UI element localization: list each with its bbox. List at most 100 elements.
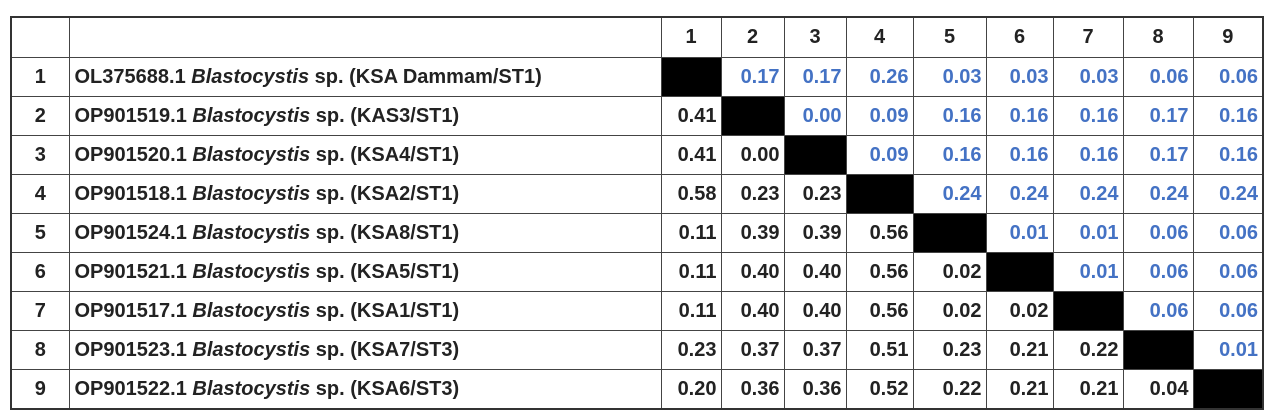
lower-value: 0.21 bbox=[1052, 369, 1124, 410]
sequence-name: OP901521.1 Blastocystis sp. (KSA5/ST1) bbox=[68, 252, 662, 292]
upper-value: 0.16 bbox=[1192, 135, 1264, 175]
lower-value: 0.22 bbox=[912, 369, 987, 410]
diagonal-cell bbox=[660, 57, 722, 97]
table-row: 4 OP901518.1 Blastocystis sp. (KSA2/ST1) 0… bbox=[10, 174, 1264, 214]
row-index: 2 bbox=[10, 96, 70, 136]
upper-value: 0.17 bbox=[720, 57, 785, 97]
row-index: 3 bbox=[10, 135, 70, 175]
row-index: 5 bbox=[10, 213, 70, 253]
column-header: 1 bbox=[660, 16, 722, 58]
lower-value: 0.36 bbox=[720, 369, 785, 410]
lower-value: 0.41 bbox=[660, 96, 722, 136]
lower-value: 0.23 bbox=[720, 174, 785, 214]
upper-value: 0.00 bbox=[783, 96, 847, 136]
accession: OP901524.1 bbox=[74, 221, 187, 244]
name-header-cell bbox=[68, 16, 662, 58]
upper-value: 0.16 bbox=[985, 135, 1054, 175]
column-header: 2 bbox=[720, 16, 785, 58]
lower-value: 0.58 bbox=[660, 174, 722, 214]
row-index: 7 bbox=[10, 291, 70, 331]
distance-table: 1 2 3 4 5 6 7 8 9 1 OL375688.1 Blastocystis sp. (K… bbox=[10, 16, 1264, 410]
upper-value: 0.01 bbox=[1052, 252, 1124, 292]
upper-value: 0.01 bbox=[1052, 213, 1124, 253]
lower-value: 0.37 bbox=[720, 330, 785, 370]
table-wrapper: 1 2 3 4 5 6 7 8 9 1 OL375688.1 Blastocystis sp. (K… bbox=[10, 16, 1264, 410]
row-index: 9 bbox=[10, 369, 70, 410]
diagonal-cell bbox=[783, 135, 847, 175]
column-header: 9 bbox=[1192, 16, 1264, 58]
upper-value: 0.06 bbox=[1122, 252, 1194, 292]
strain: sp. (KSA2/ST1) bbox=[315, 182, 460, 205]
genus: Blastocystis bbox=[192, 182, 311, 205]
lower-value: 0.22 bbox=[1052, 330, 1124, 370]
genus: Blastocystis bbox=[192, 221, 311, 244]
strain: sp. (KSA1/ST1) bbox=[315, 299, 460, 322]
lower-value: 0.11 bbox=[660, 213, 722, 253]
lower-value: 0.02 bbox=[985, 291, 1054, 331]
upper-value: 0.16 bbox=[912, 135, 987, 175]
lower-value: 0.11 bbox=[660, 252, 722, 292]
strain: sp. (KSA6/ST3) bbox=[315, 377, 460, 400]
lower-value: 0.40 bbox=[720, 252, 785, 292]
upper-value: 0.16 bbox=[1052, 135, 1124, 175]
table-row: 1 OL375688.1 Blastocystis sp. (KSA Dammam… bbox=[10, 57, 1264, 97]
lower-value: 0.11 bbox=[660, 291, 722, 331]
upper-value: 0.17 bbox=[783, 57, 847, 97]
lower-value: 0.21 bbox=[985, 330, 1054, 370]
upper-value: 0.06 bbox=[1192, 213, 1264, 253]
table-row: 3 OP901520.1 Blastocystis sp. (KSA4/ST1) 0… bbox=[10, 135, 1264, 175]
sequence-name: OP901520.1 Blastocystis sp. (KSA4/ST1) bbox=[68, 135, 662, 175]
table-row: 8 OP901523.1 Blastocystis sp. (KSA7/ST3) 0… bbox=[10, 330, 1264, 370]
sequence-name: OP901524.1 Blastocystis sp. (KSA8/ST1) bbox=[68, 213, 662, 253]
upper-value: 0.06 bbox=[1122, 213, 1194, 253]
sequence-name: OP901519.1 Blastocystis sp. (KAS3/ST1) bbox=[68, 96, 662, 136]
column-header: 7 bbox=[1052, 16, 1124, 58]
genus: Blastocystis bbox=[192, 377, 311, 400]
diagonal-cell bbox=[1192, 369, 1264, 410]
row-index: 8 bbox=[10, 330, 70, 370]
column-header: 8 bbox=[1122, 16, 1194, 58]
accession: OP901518.1 bbox=[74, 182, 187, 205]
upper-value: 0.16 bbox=[1192, 96, 1264, 136]
table-row: 2 OP901519.1 Blastocystis sp. (KAS3/ST1) 0… bbox=[10, 96, 1264, 136]
upper-value: 0.01 bbox=[1192, 330, 1264, 370]
lower-value: 0.37 bbox=[783, 330, 847, 370]
column-header: 6 bbox=[985, 16, 1054, 58]
accession: OP901517.1 bbox=[74, 299, 187, 322]
lower-value: 0.04 bbox=[1122, 369, 1194, 410]
upper-value: 0.24 bbox=[1122, 174, 1194, 214]
strain: sp. (KSA8/ST1) bbox=[315, 221, 460, 244]
table-row: 6 OP901521.1 Blastocystis sp. (KSA5/ST1) 0… bbox=[10, 252, 1264, 292]
diagonal-cell bbox=[1052, 291, 1124, 331]
diagonal-cell bbox=[912, 213, 987, 253]
diagonal-cell bbox=[845, 174, 914, 214]
upper-value: 0.03 bbox=[985, 57, 1054, 97]
row-index: 4 bbox=[10, 174, 70, 214]
lower-value: 0.56 bbox=[845, 291, 914, 331]
lower-value: 0.51 bbox=[845, 330, 914, 370]
upper-value: 0.16 bbox=[1052, 96, 1124, 136]
corner-cell bbox=[10, 16, 70, 58]
upper-value: 0.24 bbox=[1052, 174, 1124, 214]
lower-value: 0.40 bbox=[783, 252, 847, 292]
diagonal-cell bbox=[1122, 330, 1194, 370]
upper-value: 0.17 bbox=[1122, 96, 1194, 136]
upper-value: 0.03 bbox=[1052, 57, 1124, 97]
upper-value: 0.01 bbox=[985, 213, 1054, 253]
strain: sp. (KSA7/ST3) bbox=[315, 338, 460, 361]
column-header: 4 bbox=[845, 16, 914, 58]
sequence-name: OP901522.1 Blastocystis sp. (KSA6/ST3) bbox=[68, 369, 662, 410]
table-body: 1 2 3 4 5 6 7 8 9 1 OL375688.1 Blastocystis sp. (K… bbox=[10, 16, 1264, 410]
upper-value: 0.06 bbox=[1122, 57, 1194, 97]
accession: OP901522.1 bbox=[74, 377, 187, 400]
genus: Blastocystis bbox=[192, 338, 311, 361]
upper-value: 0.06 bbox=[1192, 57, 1264, 97]
upper-value: 0.24 bbox=[912, 174, 987, 214]
sequence-name: OP901523.1 Blastocystis sp. (KSA7/ST3) bbox=[68, 330, 662, 370]
genus: Blastocystis bbox=[192, 143, 311, 166]
lower-value: 0.23 bbox=[783, 174, 847, 214]
lower-value: 0.56 bbox=[845, 252, 914, 292]
lower-value: 0.02 bbox=[912, 252, 987, 292]
sequence-name: OP901518.1 Blastocystis sp. (KSA2/ST1) bbox=[68, 174, 662, 214]
column-header: 3 bbox=[783, 16, 847, 58]
